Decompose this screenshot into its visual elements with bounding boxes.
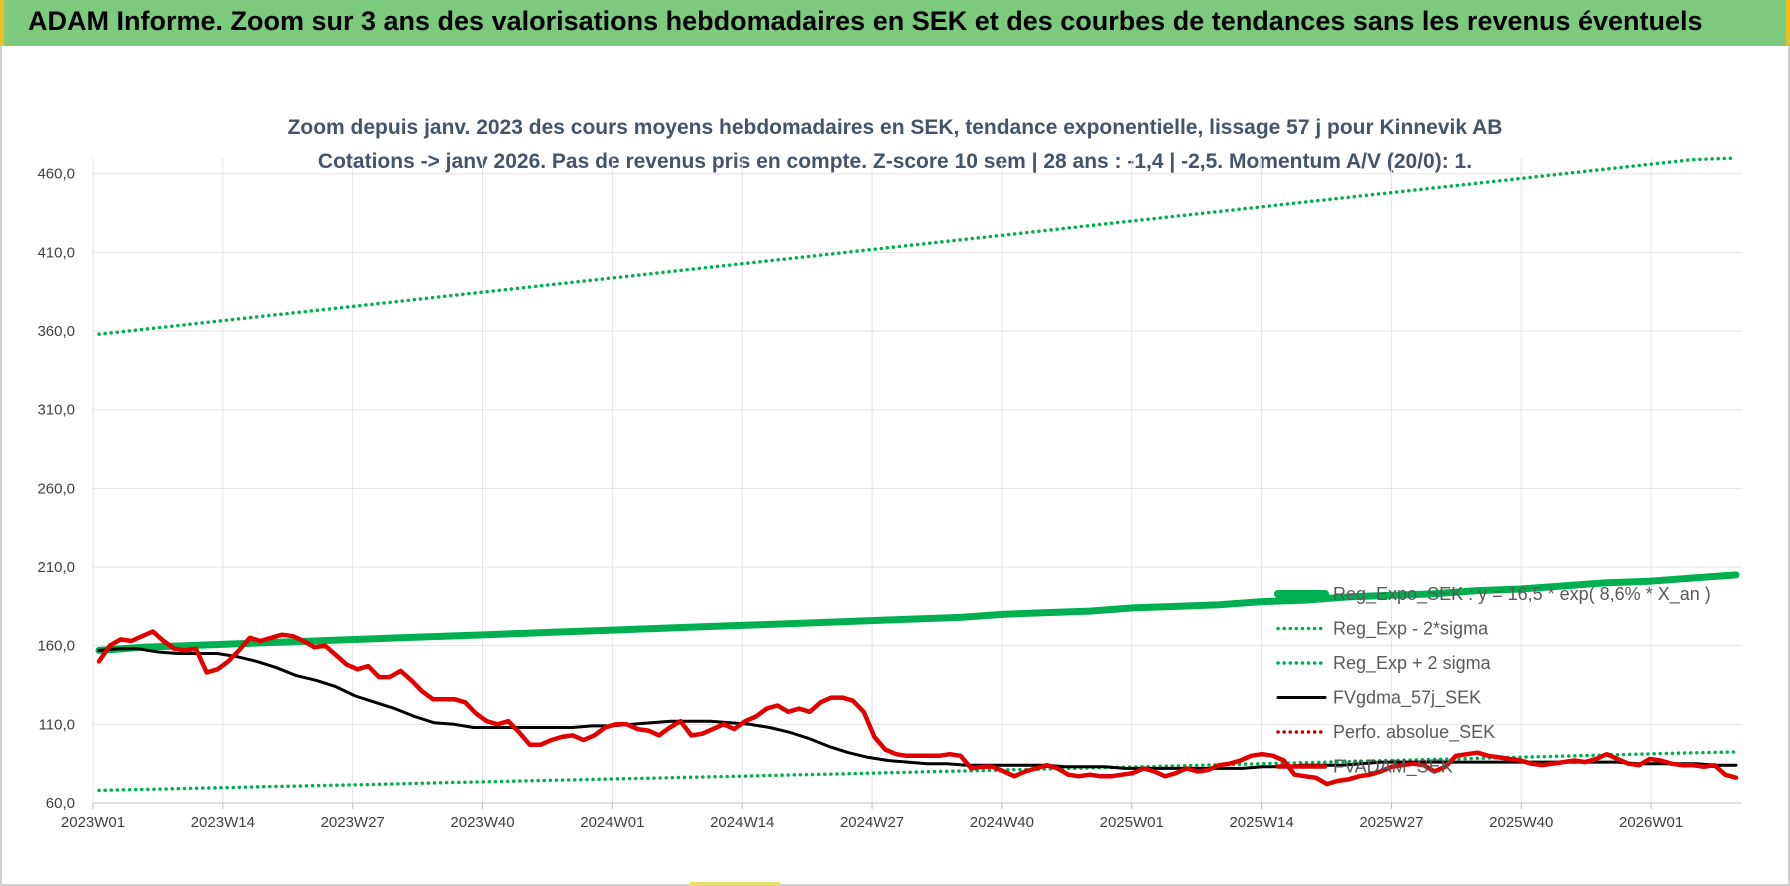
x-tick-label: 2024W27 xyxy=(840,814,904,831)
price-chart: Zoom depuis janv. 2023 des cours moyens … xyxy=(37,116,1742,831)
y-tick-label: 110,0 xyxy=(39,716,75,733)
x-tick-label: 2025W14 xyxy=(1229,814,1293,831)
legend-label: FVADAM_SEK xyxy=(1333,757,1453,778)
x-tick-label: 2023W40 xyxy=(450,814,514,831)
y-tick-label: 260,0 xyxy=(37,480,75,497)
chart-subtitle: Cotations -> janv 2026. Pas de revenus p… xyxy=(318,150,1472,173)
legend-label: Reg_Expo_SEK : y = 16,5 * exp( 8,6% * X_… xyxy=(1333,584,1711,605)
x-axis: 2023W01 2023W14 2023W27 2023W40 2024W01 2024W… xyxy=(61,802,1742,831)
chart-frame xyxy=(0,46,1790,886)
report-title: ADAM Informe. Zoom sur 3 ans des valoris… xyxy=(28,6,1703,36)
legend-label: Reg_Exp + 2 sigma xyxy=(1333,653,1492,674)
legend-label: FVgdma_57j_SEK xyxy=(1333,688,1481,709)
x-tick-label: 2023W27 xyxy=(321,814,385,831)
series-line-2 xyxy=(97,156,1738,336)
bottom-accent-bar xyxy=(690,882,780,886)
y-axis: 60,0 110,0 160,0 210,0 260,0 310,0 360,0 410,0 4… xyxy=(37,166,75,812)
grid-lines xyxy=(92,158,1742,804)
legend: Reg_Expo_SEK : y = 16,5 * exp( 8,6% * X_… xyxy=(1274,584,1711,778)
report-banner: ADAM Informe. Zoom sur 3 ans des valoris… xyxy=(0,0,1790,46)
x-tick-label: 2024W01 xyxy=(580,814,644,831)
x-tick-label: 2024W14 xyxy=(710,814,774,831)
y-tick-label: 210,0 xyxy=(37,559,75,576)
legend-label: Perfo. absolue_SEK xyxy=(1333,722,1495,743)
chart-title: Zoom depuis janv. 2023 des cours moyens … xyxy=(288,116,1503,139)
y-tick-label: 60,0 xyxy=(46,795,75,812)
x-tick-label: 2026W01 xyxy=(1619,814,1683,831)
x-tick-label: 2023W14 xyxy=(191,814,255,831)
x-tick-label: 2025W27 xyxy=(1359,814,1423,831)
series-line-0 xyxy=(95,571,1740,654)
series-line-5 xyxy=(96,629,1739,787)
legend-label: Reg_Exp - 2*sigma xyxy=(1333,619,1489,640)
x-tick-label: 2025W01 xyxy=(1100,814,1164,831)
y-tick-label: 410,0 xyxy=(37,244,75,261)
series-line-3 xyxy=(97,647,1738,770)
series-line-1 xyxy=(97,750,1738,793)
series-lines xyxy=(95,156,1740,793)
y-tick-label: 310,0 xyxy=(37,402,75,419)
y-tick-label: 160,0 xyxy=(37,638,75,655)
x-tick-label: 2025W40 xyxy=(1489,814,1553,831)
x-tick-label: 2024W40 xyxy=(970,814,1034,831)
y-tick-label: 360,0 xyxy=(37,323,75,340)
x-tick-label: 2023W01 xyxy=(61,814,125,831)
y-tick-label: 460,0 xyxy=(37,166,75,183)
